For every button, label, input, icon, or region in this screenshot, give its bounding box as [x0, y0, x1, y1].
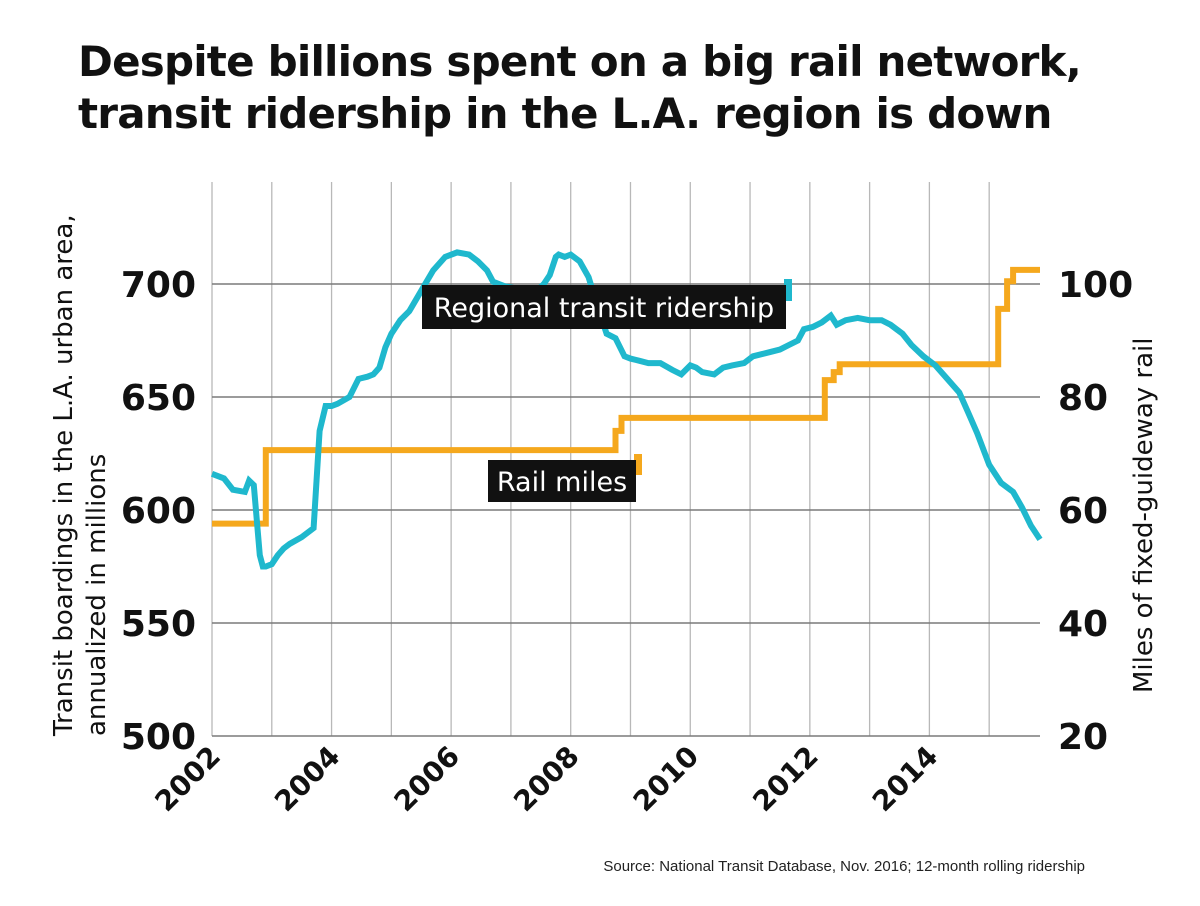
rail-miles-label: Rail miles — [497, 467, 627, 498]
y-left-tick-label: 700 — [121, 265, 196, 306]
y-left-tick-label: 500 — [121, 717, 196, 758]
ridership-line — [210, 249, 1043, 570]
ridership-label: Regional transit ridership — [434, 293, 774, 324]
y-left-tick-label: 600 — [121, 491, 196, 532]
chart-title-line1: Despite billions spent on a big rail net… — [78, 37, 1082, 86]
series-label-box — [422, 285, 786, 329]
series-label-accent — [634, 454, 642, 475]
axis-titles: Transit boardings in the L.A. urban area… — [49, 214, 1159, 737]
series-label-accent — [784, 279, 792, 301]
y-right-tick-label: 20 — [1058, 717, 1108, 758]
rail-miles-line — [212, 266, 1040, 527]
x-tick-label: 2012 — [746, 740, 824, 818]
y-right-tick-label: 100 — [1058, 265, 1133, 306]
x-tick-label: 2006 — [388, 740, 466, 818]
x-tick-label: 2014 — [866, 740, 944, 818]
x-tick-label: 2008 — [507, 740, 585, 818]
chart-series — [210, 249, 1043, 570]
series-labels: Regional transit ridership Rail miles — [422, 279, 792, 502]
source-note: Source: National Transit Database, Nov. … — [603, 858, 1085, 875]
chart-title: Despite billions spent on a big rail net… — [78, 36, 1178, 140]
y-left-tick-label: 550 — [121, 604, 196, 645]
chart-grid — [211, 182, 1040, 737]
y-axis-right-label: Miles of fixed-guideway rail — [1129, 338, 1159, 693]
series-label-box — [488, 460, 636, 502]
x-tick-label: 2004 — [268, 740, 346, 818]
y-left-tick-label: 650 — [121, 378, 196, 419]
y-axis-left-label-line1: Transit boardings in the L.A. urban area… — [49, 214, 79, 737]
y-axis-left-label-line2: annualized in millions — [82, 454, 112, 736]
x-tick-label: 2010 — [627, 740, 705, 818]
y-right-tick-label: 80 — [1058, 378, 1108, 419]
y-right-tick-label: 40 — [1058, 604, 1108, 645]
y-right-tick-label: 60 — [1058, 491, 1108, 532]
chart-title-line2: transit ridership in the L.A. region is … — [78, 89, 1052, 138]
